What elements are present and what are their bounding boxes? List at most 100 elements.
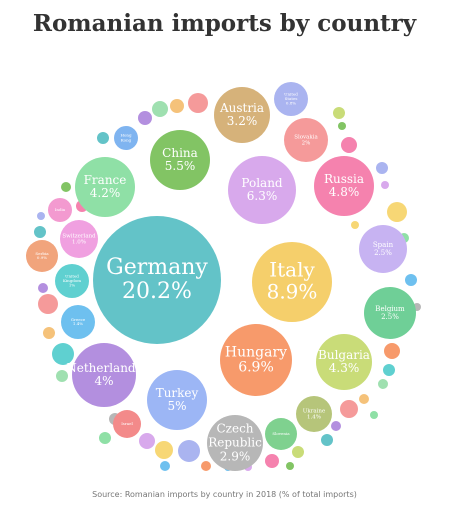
bubble-value-label: 2.9% [220,449,251,463]
bubble-value-label: 1% [69,283,76,288]
bubble-name-label: Austria [219,101,264,115]
minor-bubble [170,99,184,113]
minor-bubble [61,182,71,192]
bubble-circle [314,156,374,216]
bubble-circle [55,264,89,298]
bubble-name-label: Russia [324,172,364,186]
bubble-circle [93,216,221,344]
bubble-name-label: Slovakia [294,134,318,140]
bubble-value-label: 4% [94,374,113,388]
minor-bubble [52,343,74,365]
bubble-name-label: Czech [216,422,253,436]
bubble-name-label: Italy [269,258,315,282]
minor-bubble [139,433,155,449]
bubble-circle [220,324,292,396]
bubble-value-label: 1.0% [72,240,86,246]
bubble-name-label: Switzerland [62,233,96,239]
bubble-name-label: Hungary [225,344,287,360]
bubble-name-label: Israel [121,421,133,426]
bubble-value-label: 5% [167,399,186,413]
bubble-circle [114,126,138,150]
bubble-name-label: Greece [71,317,86,322]
bubble-value-label: 6.3% [247,189,278,203]
bubble-name-label: States [285,96,298,101]
bubble-circle [72,343,136,407]
minor-bubble [387,202,407,222]
minor-bubble [265,454,279,468]
bubble-circle [75,157,135,217]
minor-bubble [333,107,345,119]
bubble-israel: Israel [113,410,141,438]
chart-title: Romanian imports by country [32,10,417,37]
bubble-circle [265,418,297,450]
bubble-value-label: 8.9% [267,280,318,304]
minor-bubble [321,434,333,446]
bubble-name-label: Kingdom [63,278,81,283]
minor-bubble [99,432,111,444]
bubble-name-label: Spain [373,241,394,249]
minor-bubble [56,370,68,382]
bubble-name-label: China [162,146,198,160]
bubble-name-label: Serbia [35,251,49,256]
bubble-circle [150,130,210,190]
bubble-circle [26,240,58,272]
bubble-name-label: Republic [208,436,262,450]
bubble-name-label: Hong [120,133,131,138]
bubble-name-label: Slovenia [272,431,290,436]
bubble-circle [274,82,308,116]
bubble-value-label: 1.4% [307,415,321,421]
bubble-name-label: Kong [121,137,132,142]
bubble-name-label: United [65,273,79,278]
minor-bubble [405,274,417,286]
bubble-slovenia: Slovenia [265,418,297,450]
minor-bubble [34,226,46,238]
minor-bubble [38,294,58,314]
bubble-name-label: Germany [106,255,208,280]
bubble-name-label: France [84,173,127,187]
bubble-value-label: 6.9% [238,360,274,376]
minor-bubble [351,221,359,229]
minor-bubble [376,162,388,174]
bubble-name-label: Poland [241,176,283,190]
minor-bubble [155,441,173,459]
bubble-value-label: 20.2% [122,279,192,304]
chart-source-note: Source: Romanian imports by country in 2… [92,490,357,499]
minor-bubble [292,446,304,458]
bubble-circle [228,156,296,224]
bubble-circle [296,396,332,432]
minor-bubble [384,343,400,359]
minor-bubble [383,364,395,376]
bubble-value-label: 4.2% [90,186,121,200]
minor-bubble [38,283,48,293]
bubble-circle [207,415,263,471]
bubble-india: India [48,198,72,222]
minor-bubble [37,212,45,220]
minor-bubble [381,181,389,189]
minor-bubble [338,122,346,130]
bubble-name-label: Belgium [375,305,405,313]
bubble-value-label: 0.9% [37,255,47,260]
bubble-value-label: 3.2% [227,114,258,128]
minor-bubble [340,400,358,418]
bubble-value-label: 2% [302,141,311,147]
bubble-circle [48,198,72,222]
bubble-circle [359,225,407,273]
